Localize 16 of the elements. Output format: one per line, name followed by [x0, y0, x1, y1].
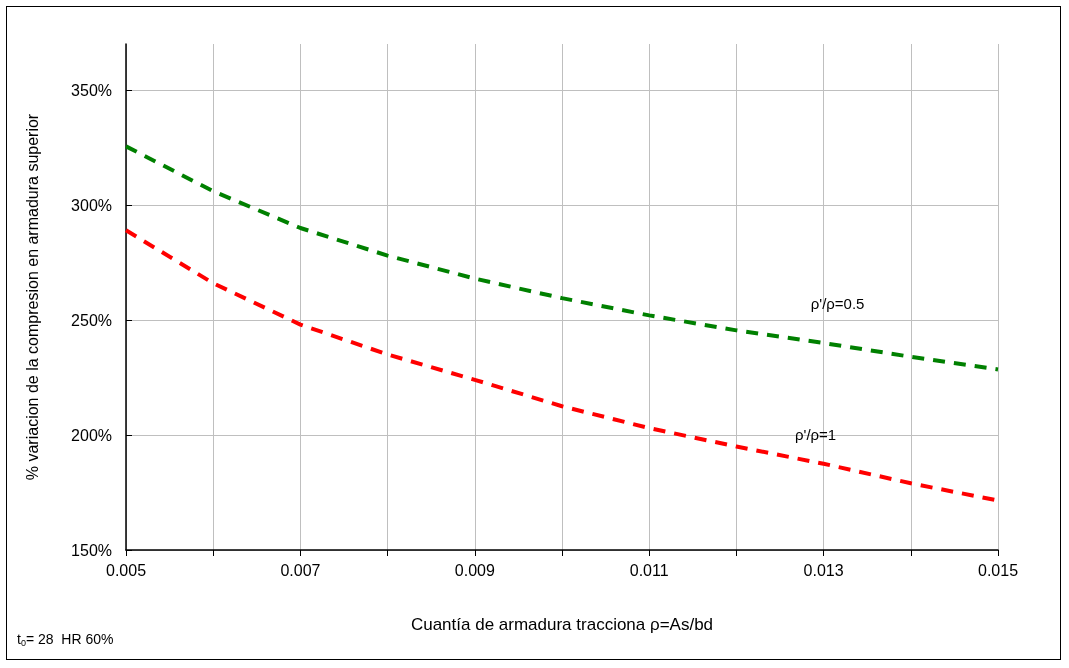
series-label: ρ'/ρ=0.5: [810, 295, 865, 312]
x-axis-title: Cuantía de armadura tracciona ρ=As/bd: [410, 615, 714, 634]
x-tick-label: 0.007: [280, 561, 321, 579]
series-label: ρ'/ρ=1: [795, 425, 837, 443]
line-series: [124, 144, 1000, 372]
x-tick-label: 0.011: [629, 561, 669, 579]
x-tick-label: 0.009: [454, 561, 495, 579]
x-tick-label: 0.015: [977, 561, 1019, 579]
x-tick-label: 0.005: [105, 561, 147, 579]
x-tick-label: 0.013: [803, 561, 844, 579]
y-tick-label: 300%: [71, 196, 112, 214]
y-tick-label: 250%: [71, 311, 112, 329]
y-axis-title: % variacion de la compresion en armadura superior: [23, 113, 41, 481]
y-tick-label: 150%: [71, 541, 112, 559]
y-tick-label: 200%: [71, 426, 112, 444]
y-tick-label: 350%: [71, 81, 112, 99]
